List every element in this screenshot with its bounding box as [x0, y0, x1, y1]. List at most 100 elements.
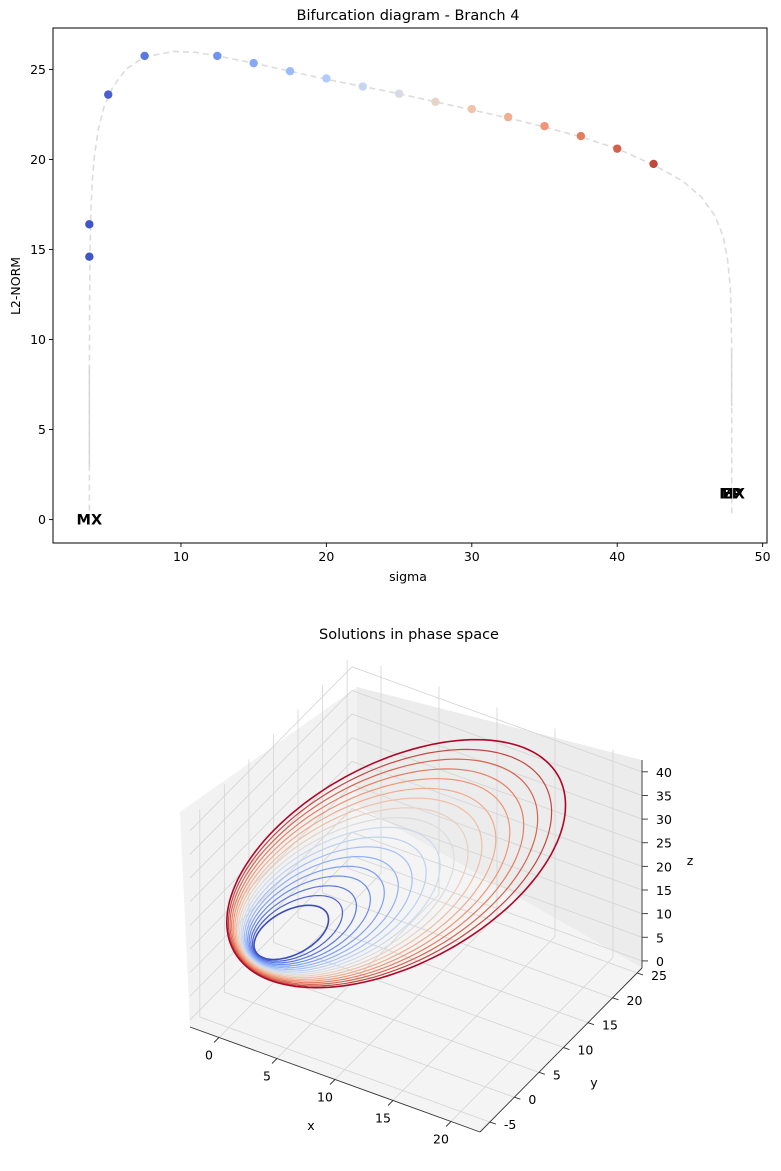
chart1-xlabel: sigma	[389, 569, 427, 584]
y-tick	[538, 1071, 546, 1075]
y-tick-label: 0	[38, 512, 46, 527]
phase-curve	[234, 787, 497, 981]
branch-point	[467, 104, 477, 114]
grid-line	[392, 728, 556, 1101]
x-tick-label: 20	[433, 1132, 449, 1147]
branch-point	[85, 220, 94, 229]
y-tick-label: 10	[30, 332, 46, 347]
grid-line	[189, 737, 643, 903]
y-tick-label: 20	[30, 152, 46, 167]
phase-curve	[238, 816, 455, 975]
z-tick-label: 40	[656, 765, 672, 780]
z-tick-label: 0	[656, 954, 664, 969]
y-axis-label: y	[590, 1075, 598, 1090]
branch-point	[285, 67, 295, 76]
grid-line	[189, 760, 643, 926]
branch-point	[213, 51, 222, 61]
special-point-label: EP	[722, 486, 743, 502]
x-tick	[387, 1100, 394, 1106]
x-tick-label: 15	[375, 1111, 391, 1126]
phase-curve	[248, 875, 372, 966]
phase-curve	[229, 758, 539, 986]
branch-point	[503, 112, 513, 122]
y-tick-label: 25	[30, 62, 46, 77]
phase-curve	[230, 768, 525, 984]
y-tick-label: 15	[602, 1018, 618, 1033]
branch-point	[322, 74, 331, 83]
x-tick	[271, 1058, 278, 1064]
branch-point	[104, 90, 113, 99]
special-point-label: MX	[77, 513, 103, 529]
y-tick	[563, 1047, 570, 1050]
phase-curve	[242, 836, 427, 972]
chart1-ylabel: L2-NORM	[8, 257, 23, 315]
y-tick	[587, 1022, 595, 1026]
grid-line	[297, 709, 589, 1024]
x-tick-label: 40	[609, 549, 625, 564]
y-tick-label: 15	[30, 242, 46, 257]
phase-curve	[253, 904, 330, 961]
y-tick-label: 25	[651, 968, 667, 983]
y-tick	[489, 1121, 496, 1125]
branch-point	[85, 252, 94, 261]
branch-point	[140, 51, 149, 61]
chart1-title: Bifurcation diagram - Branch 4	[297, 8, 520, 24]
chart1-axes-frame	[52, 27, 768, 544]
grid-line	[189, 666, 643, 832]
grid-line	[218, 665, 382, 1038]
x-tick-label: 50	[755, 549, 771, 564]
x-tick-label: 5	[263, 1069, 271, 1084]
x-axis-label: x	[307, 1118, 314, 1133]
y-tick	[514, 1096, 521, 1100]
z-tick-label: 30	[656, 812, 672, 827]
y-axis-line	[479, 967, 643, 1133]
y-tick-label: 20	[627, 993, 643, 1008]
branch-point	[358, 82, 367, 91]
branch-curve	[88, 50, 733, 515]
grid-line	[189, 713, 643, 879]
grid-line	[450, 749, 614, 1122]
grid-line	[346, 659, 638, 974]
branch-point	[576, 131, 586, 141]
x-tick-label: 0	[205, 1048, 213, 1063]
chart2-title: Solutions in phase space	[319, 627, 499, 643]
branch-point	[249, 58, 258, 68]
phase-curve	[227, 748, 553, 987]
phase-curve	[240, 826, 441, 974]
grid-line	[273, 734, 564, 1048]
z-tick-label: 10	[656, 907, 672, 922]
z-axis-label: z	[687, 853, 694, 868]
pane-back	[357, 687, 642, 968]
branch-point	[540, 121, 549, 131]
x-tick	[329, 1079, 336, 1085]
x-tick-label: 20	[318, 549, 334, 564]
x-tick-label: 10	[173, 549, 189, 564]
x-tick	[213, 1037, 220, 1043]
branch-point	[649, 159, 658, 169]
branch-point	[613, 144, 622, 153]
grid-line	[334, 707, 498, 1080]
y-tick-label: 5	[38, 422, 46, 437]
phase-curve	[246, 865, 385, 967]
y-tick-label: 5	[553, 1067, 561, 1082]
phase-curves	[225, 738, 567, 989]
y-tick-label: -5	[504, 1117, 516, 1132]
phase-curve	[245, 856, 399, 969]
branch-point	[431, 97, 440, 107]
z-tick-label: 15	[656, 883, 672, 898]
x-tick	[445, 1121, 452, 1127]
pane-floor	[190, 805, 642, 1132]
phase-curve	[232, 777, 511, 982]
z-tick-label: 20	[656, 859, 672, 874]
phase-curve	[243, 846, 413, 970]
grid-line	[199, 809, 490, 1123]
phase-space-chart: Solutions in phase space 0 5 10 15 20 -5 0 5 10 1…	[180, 627, 694, 1147]
grid-line	[276, 686, 440, 1059]
phase-curve	[250, 885, 357, 964]
z-tick-label: 25	[656, 836, 672, 851]
branch-point	[394, 89, 404, 98]
grid-line	[223, 784, 515, 1098]
phase-curve	[237, 807, 469, 977]
z-tick-label: 35	[656, 788, 672, 803]
